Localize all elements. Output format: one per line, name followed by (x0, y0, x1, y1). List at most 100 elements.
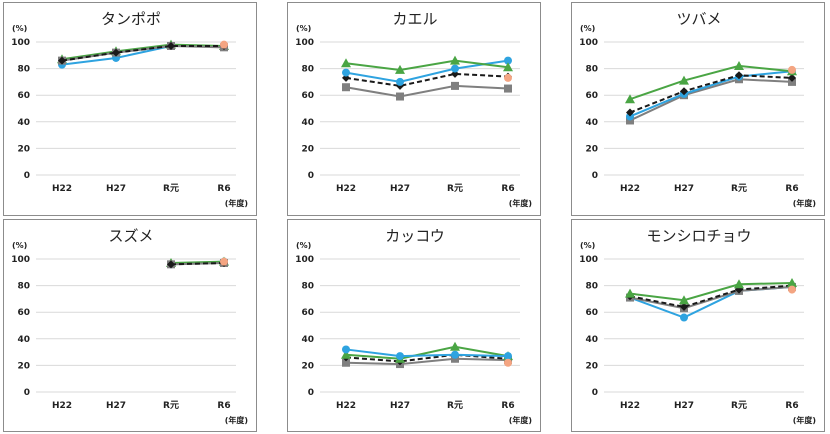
chart-panel-6: モンシロチョウ (%) 0 20 40 60 80 100 H22 H27 R元 R6 (年度) (571, 219, 825, 432)
data-point (341, 349, 351, 359)
data-point (167, 260, 175, 269)
data-point (220, 40, 228, 49)
data-point (735, 71, 743, 80)
y-tick-label: 100 (295, 38, 314, 48)
y-tick-label: 40 (585, 335, 598, 345)
chart-title: タンポポ (101, 10, 161, 28)
data-point (626, 108, 634, 117)
chart-panel-3: ツバメ (%) 0 20 40 60 80 100 H22 H27 R元 R6 (年度) (571, 2, 825, 216)
series-line (345, 345, 509, 360)
chart-title: ツバメ (676, 10, 721, 28)
y-tick-label: 100 (11, 38, 30, 48)
x-tick-label: R6 (217, 184, 230, 194)
y-tick-label: 60 (17, 308, 30, 318)
x-tick-label: H27 (674, 401, 694, 411)
y-axis-unit: (%) (580, 241, 595, 250)
data-point (679, 75, 689, 85)
data-point (396, 92, 404, 101)
x-tick-label: H27 (106, 401, 126, 411)
y-tick-label: 100 (295, 255, 314, 265)
series-line (629, 281, 793, 302)
y-tick-label: 60 (301, 91, 314, 101)
x-tick-label: R6 (785, 401, 798, 411)
series-line (629, 285, 793, 310)
data-point (112, 48, 120, 57)
y-tick-label: 60 (301, 308, 314, 318)
series-line (345, 72, 509, 87)
line-chart: ツバメ (%) 0 20 40 60 80 100 H22 H27 R元 R6 (年度) (579, 10, 816, 208)
chart-title: モンシロチョウ (646, 227, 751, 245)
series-line (629, 64, 793, 101)
x-axis-unit: (年度) (225, 198, 248, 208)
y-axis-unit: (%) (296, 241, 311, 250)
y-tick-label: 20 (301, 361, 314, 371)
y-tick-label: 40 (585, 118, 598, 128)
series-line (345, 353, 509, 363)
x-tick-label: R6 (501, 401, 514, 411)
y-tick-label: 40 (301, 118, 314, 128)
x-tick-label: H27 (106, 184, 126, 194)
y-tick-label: 100 (11, 255, 30, 265)
y-tick-label: 0 (308, 388, 314, 398)
data-point (396, 352, 404, 361)
line-chart: モンシロチョウ (%) 0 20 40 60 80 100 H22 H27 R元 R6 (年度) (579, 227, 816, 425)
x-tick-label: H22 (620, 184, 640, 194)
x-tick-label: H22 (52, 401, 72, 411)
data-point (679, 295, 689, 305)
chart-title: スズメ (108, 227, 153, 245)
chart-panel-4: スズメ (%) 0 20 40 60 80 100 H22 H27 R元 R6 (年度) (3, 219, 257, 432)
series-line (345, 357, 509, 366)
data-point (342, 345, 350, 354)
y-tick-label: 40 (17, 118, 30, 128)
series-line (629, 284, 793, 308)
line-chart: スズメ (%) 0 20 40 60 80 100 H22 H27 R元 R6 (年度) (11, 227, 248, 425)
y-tick-label: 0 (308, 171, 314, 181)
y-tick-label: 80 (585, 65, 598, 75)
y-tick-label: 0 (592, 388, 598, 398)
series-line (61, 44, 224, 62)
y-tick-label: 20 (301, 144, 314, 154)
y-tick-label: 20 (585, 361, 598, 371)
data-point (504, 352, 512, 361)
y-tick-label: 60 (585, 91, 598, 101)
data-point (342, 358, 350, 367)
x-tick-label: H27 (390, 184, 410, 194)
x-tick-label: H27 (674, 184, 694, 194)
data-point (450, 55, 460, 65)
x-axis-unit: (年度) (509, 415, 532, 425)
x-tick-label: H22 (52, 184, 72, 194)
series-line (345, 84, 509, 98)
series-line (629, 70, 793, 118)
data-point (341, 58, 351, 68)
data-point (680, 302, 688, 311)
y-tick-label: 40 (301, 335, 314, 345)
data-point (395, 64, 405, 74)
y-tick-label: 60 (17, 91, 30, 101)
y-axis-unit: (%) (580, 24, 595, 33)
y-tick-label: 80 (301, 65, 314, 75)
x-tick-label: R元 (731, 183, 747, 194)
y-tick-label: 80 (585, 282, 598, 292)
x-tick-label: R6 (785, 184, 798, 194)
data-point (787, 277, 797, 287)
x-tick-label: H27 (390, 401, 410, 411)
data-point (504, 56, 512, 65)
y-tick-label: 100 (579, 38, 598, 48)
y-tick-label: 20 (17, 144, 30, 154)
data-point (58, 56, 66, 65)
y-tick-label: 0 (24, 388, 30, 398)
data-point (396, 77, 404, 86)
chart-title: カッコウ (385, 227, 444, 245)
y-tick-label: 20 (585, 144, 598, 154)
data-point (450, 341, 460, 351)
data-point (680, 313, 688, 322)
data-point (504, 358, 512, 367)
line-chart: タンポポ (%) 0 20 40 60 80 100 H22 H27 R元 R6 (年度) (11, 10, 248, 208)
chart-panel-2: カエル (%) 0 20 40 60 80 100 H22 H27 R元 R6 (年度) (287, 2, 541, 216)
y-tick-label: 80 (301, 282, 314, 292)
line-chart: カッコウ (%) 0 20 40 60 80 100 H22 H27 R元 R6 (年度) (295, 227, 532, 425)
x-tick-label: R元 (163, 400, 179, 411)
chart-panel-1: タンポポ (%) 0 20 40 60 80 100 H22 H27 R元 R6 (年度) (3, 2, 257, 216)
data-point (342, 68, 350, 77)
data-point (342, 83, 350, 92)
